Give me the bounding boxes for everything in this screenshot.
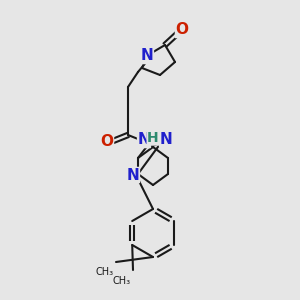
Text: N: N — [160, 131, 172, 146]
Text: CH₃: CH₃ — [113, 276, 131, 286]
Text: CH₃: CH₃ — [96, 267, 114, 277]
Text: N: N — [141, 49, 153, 64]
Text: N: N — [127, 167, 140, 182]
Text: O: O — [100, 134, 113, 149]
Text: N: N — [138, 133, 150, 148]
Text: O: O — [176, 22, 188, 38]
Text: H: H — [147, 131, 159, 145]
